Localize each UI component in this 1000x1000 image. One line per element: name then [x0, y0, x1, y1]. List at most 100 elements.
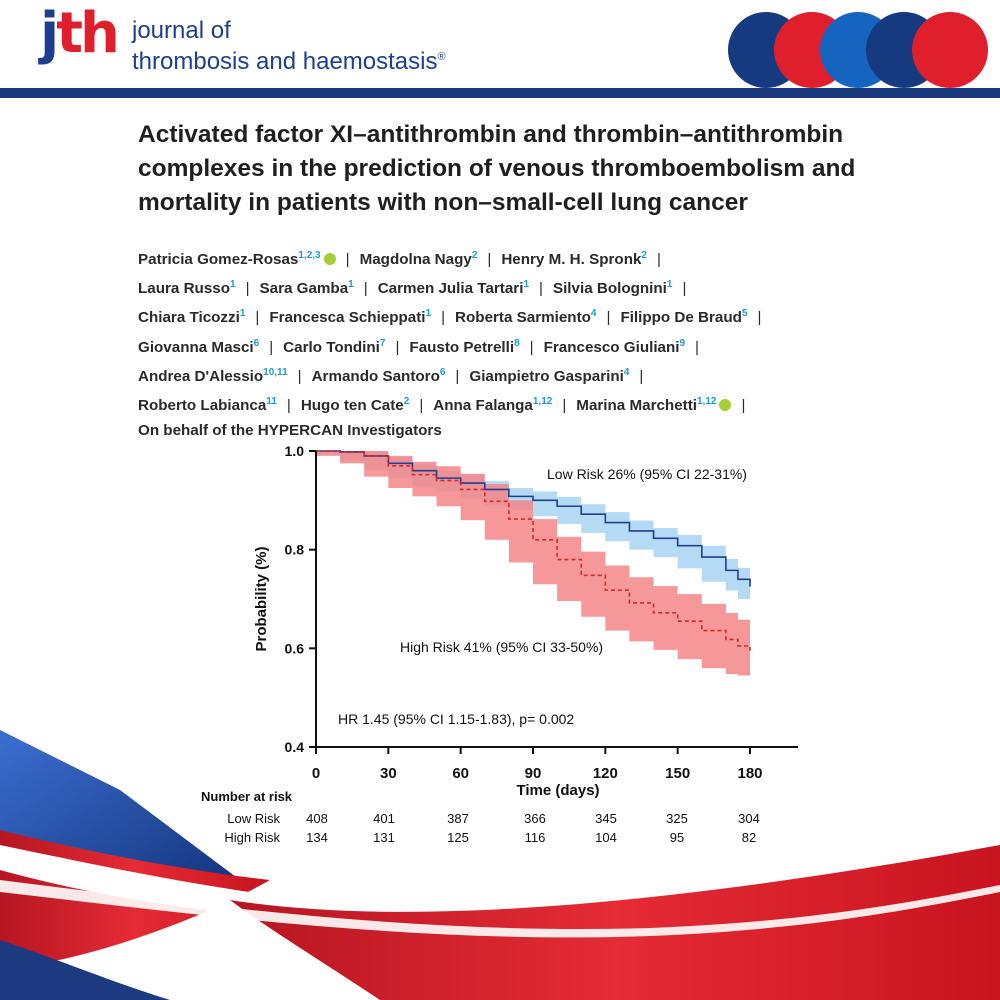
- risk-row-label: Low Risk: [227, 811, 280, 826]
- x-tick-label: 60: [452, 765, 469, 782]
- author-name[interactable]: Patricia Gomez-Rosas: [138, 251, 299, 268]
- author-affiliation: 7: [379, 337, 386, 349]
- author-separator: |: [245, 280, 250, 298]
- author-name[interactable]: Sara Gamba: [259, 280, 349, 298]
- journal-logo[interactable]: jth: [40, 1, 120, 66]
- author-name[interactable]: Giovanna Masci: [138, 338, 254, 356]
- risk-value: 104: [595, 830, 617, 845]
- author-name[interactable]: Roberta Sarmiento: [455, 309, 591, 327]
- author-name[interactable]: Magdolna Nagy: [359, 251, 472, 268]
- swoosh-blue: [0, 730, 240, 880]
- author-separator: |: [441, 309, 446, 327]
- risk-table-title: Number at risk: [201, 789, 293, 804]
- author-affiliation: 5: [741, 308, 748, 320]
- author-separator: |: [297, 367, 302, 385]
- journal-header: jth journal of thrombosis and haemostasi…: [0, 0, 1000, 98]
- author-affiliation: 6: [439, 366, 446, 378]
- author-affiliation: 1: [666, 279, 673, 291]
- author-name[interactable]: Hugo ten Cate: [300, 397, 404, 415]
- annotation-hazard-ratio: HR 1.45 (95% CI 1.15-1.83), p= 0.002: [338, 711, 574, 727]
- author-name[interactable]: Silvia Bolognini: [552, 280, 667, 298]
- author-separator: |: [419, 397, 424, 415]
- author-affiliation: 1,12: [532, 396, 553, 408]
- journal-name-line2: thrombosis and haemostasis®: [132, 48, 446, 75]
- risk-value: 401: [373, 811, 395, 826]
- author-affiliation: 11: [266, 396, 277, 408]
- author-line: Patricia Gomez-Rosas1,2,3 | Magdolna Nagy2…: [138, 243, 898, 272]
- author-affiliation: 1: [239, 308, 246, 320]
- risk-value: 131: [373, 830, 395, 845]
- author-name[interactable]: Fausto Petrelli: [409, 338, 515, 356]
- author-name[interactable]: Andrea D'Alessio: [138, 367, 264, 385]
- author-name[interactable]: Chiara Ticozzi: [138, 309, 240, 327]
- author-name[interactable]: Roberto Labianca: [138, 397, 267, 415]
- risk-value: 304: [738, 811, 760, 826]
- y-tick-label: 1.0: [285, 443, 305, 459]
- author-affiliation: 1: [523, 279, 529, 291]
- author-separator: |: [606, 309, 611, 327]
- author-separator: |: [395, 338, 400, 356]
- author-separator: |: [639, 367, 644, 385]
- risk-value: 116: [525, 830, 546, 845]
- orcid-icon[interactable]: [323, 253, 336, 265]
- risk-value: 134: [306, 830, 328, 845]
- author-name[interactable]: Henry M. H. Spronk: [501, 251, 642, 268]
- author-affiliation: 4: [623, 366, 630, 378]
- author-separator: |: [757, 309, 762, 327]
- survival-line-0: [316, 450, 751, 587]
- risk-row-label: High Risk: [224, 830, 280, 845]
- author-name[interactable]: Armando Santoro: [311, 367, 440, 385]
- author-name[interactable]: Francesca Schieppati: [269, 309, 426, 327]
- author-separator: |: [741, 397, 746, 415]
- author-name[interactable]: Francesco Giuliani: [543, 338, 680, 356]
- annotation-high-risk: High Risk 41% (95% CI 33-50%): [400, 639, 603, 655]
- author-name[interactable]: Giampietro Gasparini: [469, 367, 624, 385]
- journal-name: journal of thrombosis and haemostasis®: [132, 18, 446, 75]
- author-affiliation: 1: [425, 308, 432, 320]
- author-separator: |: [455, 367, 460, 385]
- y-axis-label: Probability (%): [253, 546, 270, 651]
- author-line: Chiara Ticozzi1 | Francesca Schieppati1 | Ro…: [138, 301, 898, 330]
- risk-value: 408: [306, 811, 328, 826]
- article-title: Activated factor XI–antithrombin and thr…: [138, 121, 856, 216]
- journal-name-line1: journal of: [132, 17, 231, 44]
- author-affiliation: 2: [403, 396, 410, 408]
- author-affiliation: 1: [348, 279, 354, 291]
- author-affiliation: 8: [514, 337, 520, 349]
- author-name[interactable]: Carlo Tondini: [283, 338, 380, 356]
- author-name[interactable]: Filippo De Braud: [620, 309, 742, 327]
- risk-value: 345: [595, 811, 617, 826]
- author-name[interactable]: Anna Falanga: [433, 397, 533, 415]
- survival-line-1: [316, 450, 751, 651]
- risk-value: 125: [447, 830, 469, 845]
- x-tick-label: 90: [525, 765, 542, 782]
- author-name[interactable]: Carmen Julia Tartari: [377, 280, 524, 298]
- y-tick-label: 0.4: [285, 739, 305, 755]
- author-affiliation: 6: [253, 337, 260, 349]
- author-separator: |: [345, 251, 350, 268]
- author-separator: |: [682, 280, 687, 298]
- author-affiliation: 9: [679, 337, 686, 349]
- ci-band-1: [316, 451, 750, 676]
- author-separator: |: [269, 338, 274, 356]
- author-separator: |: [363, 280, 368, 298]
- orcid-icon[interactable]: [719, 399, 732, 412]
- annotation-low-risk: Low Risk 26% (95% CI 22-31%): [547, 466, 747, 482]
- author-line: Roberto Labianca11 | Hugo ten Cate2 | Anna F…: [138, 389, 898, 418]
- swoosh-navy-bottom: [0, 940, 170, 1000]
- author-separator: |: [695, 338, 699, 356]
- author-name[interactable]: Laura Russo: [138, 280, 230, 298]
- investigators-group-line: On behalf of the HYPERCAN Investigators: [138, 422, 442, 440]
- y-tick-label: 0.8: [285, 542, 305, 558]
- author-line: Andrea D'Alessio10,11 | Armando Santoro6 | G…: [138, 360, 898, 389]
- author-separator: |: [539, 280, 543, 298]
- author-affiliation: 1,2,3: [298, 250, 321, 261]
- author-separator: |: [487, 251, 492, 268]
- risk-value: 325: [666, 811, 688, 826]
- header-bar: [0, 88, 1000, 98]
- x-tick-label: 30: [380, 765, 397, 782]
- risk-value: 82: [742, 830, 756, 845]
- author-line: Laura Russo1 | Sara Gamba1 | Carmen Julia Ta…: [138, 272, 898, 301]
- author-name[interactable]: Marina Marchetti: [576, 397, 697, 415]
